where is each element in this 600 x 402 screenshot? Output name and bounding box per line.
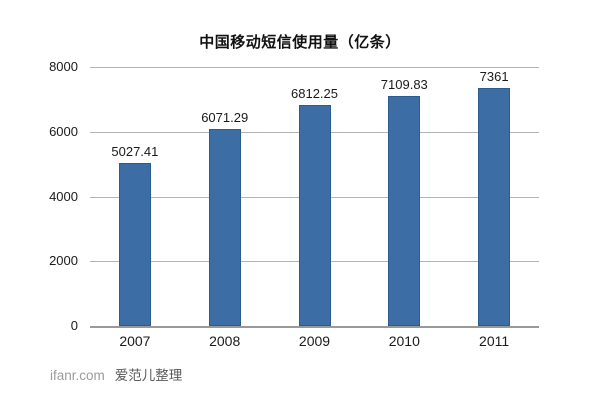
value-label-2010: 7109.83 [380, 76, 428, 92]
x-tick-label-2010: 2010 [388, 333, 420, 349]
chart-title: 中国移动短信使用量（亿条） [199, 34, 401, 51]
x-tick-label-2008: 2008 [209, 333, 241, 349]
bar-2009 [298, 105, 331, 326]
y-tick-label-2000: 2000 [49, 253, 78, 269]
y-tick-label-4000: 4000 [49, 188, 78, 204]
value-label-2007: 5027.41 [111, 144, 159, 160]
y-tick-label-8000: 8000 [49, 59, 78, 74]
value-label-2011: 7361 [479, 68, 509, 84]
footer: ifanr.com 爱范儿整理 [50, 364, 182, 384]
bar-2010 [388, 95, 421, 326]
bar-2007 [118, 163, 151, 326]
x-tick-label-2011: 2011 [479, 333, 510, 349]
bar-2011 [478, 87, 511, 326]
value-label-2008: 6071.29 [201, 110, 249, 126]
x-tick-label-2009: 2009 [298, 333, 331, 349]
y-tick-label-6000: 6000 [49, 123, 78, 139]
value-label-2009: 6812.25 [291, 86, 338, 102]
plot-area: 5027.41 2007 6071.29 2008 6812.25 2009 7109.83… [90, 67, 539, 349]
bar-2008 [208, 129, 241, 326]
footer-credit: 爱范儿整理 [114, 368, 183, 383]
gridline-8000 [90, 67, 539, 68]
footer-source: ifanr.com [50, 368, 105, 383]
y-tick-label-0: 0 [70, 318, 78, 333]
x-tick-label-2007: 2007 [119, 333, 151, 349]
